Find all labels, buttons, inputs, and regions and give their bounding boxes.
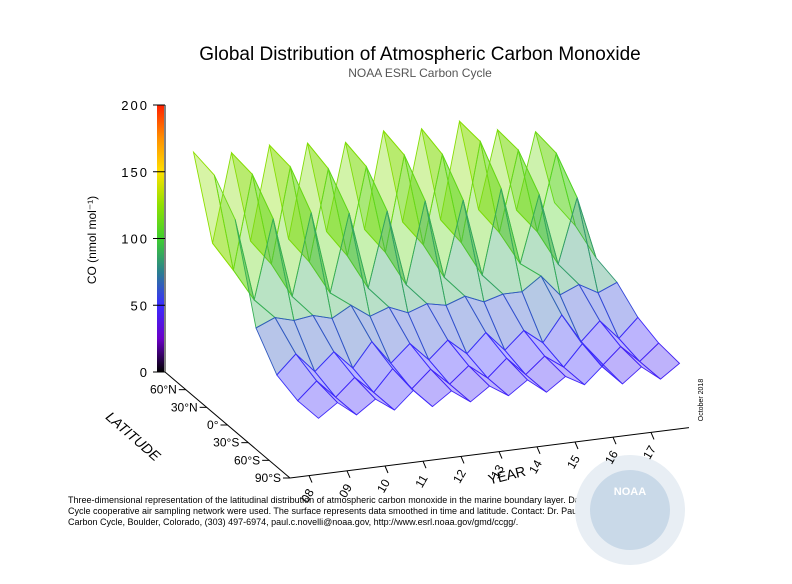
x-tick-label: 14: [526, 457, 545, 476]
surface-cell: [297, 380, 339, 419]
x-tick: [574, 441, 579, 450]
y-tick-label: 30°N: [171, 400, 198, 414]
x-tick-label: 09: [336, 481, 355, 500]
y-axis-label: LATITUDE: [103, 408, 164, 464]
x-tick-label: 12: [450, 467, 469, 486]
x-tick: [308, 475, 313, 483]
x-tick: [460, 456, 465, 464]
y-tick-label: 30°S: [213, 436, 239, 450]
z-tick-label: 200: [121, 98, 149, 113]
x-tick: [612, 437, 617, 445]
x-axis: [289, 427, 690, 479]
x-tick: [536, 446, 541, 454]
z-tick-label: 100: [121, 232, 149, 247]
z-tick-label: 0: [140, 365, 149, 380]
x-tick: [346, 470, 351, 478]
logo-disc: [590, 470, 670, 550]
logo: NOAA: [575, 455, 685, 565]
x-tick: [498, 451, 503, 459]
x-tick-label: 13: [488, 462, 507, 481]
z-axis-label: CO (nmol mol⁻¹): [85, 196, 99, 284]
x-tick: [650, 432, 655, 440]
caption-line: Cycle cooperative air sampling network w…: [68, 506, 665, 516]
caption-line: Three-dimensional representation of the …: [68, 495, 655, 505]
x-tick-label: 10: [374, 476, 393, 495]
x-tick-label: 16: [602, 448, 621, 467]
x-tick: [422, 461, 427, 469]
y-tick-label: 60°S: [234, 453, 260, 467]
caption-line: Carbon Cycle, Boulder, Colorado, (303) 4…: [68, 517, 518, 527]
logo-text: NOAA: [614, 486, 646, 498]
plot: 0 50 100 150 200 60°N 30°N 0° 30°S 60°S 90°S 08 09 10…: [121, 98, 690, 505]
date-note: October 2018: [698, 379, 705, 422]
y-tick-label: 90°S: [255, 471, 281, 485]
x-tick-label: 17: [640, 443, 659, 462]
x-tick-label: 15: [564, 452, 583, 471]
x-tick-label: 11: [412, 472, 431, 490]
z-tick-label: 150: [121, 165, 149, 180]
chart-subtitle: NOAA ESRL Carbon Cycle: [348, 66, 492, 80]
x-tick-label: 08: [298, 486, 317, 505]
x-tick: [384, 465, 389, 474]
chart-title: Global Distribution of Atmospheric Carbo…: [199, 44, 640, 65]
z-tick-label: 50: [131, 298, 149, 313]
y-tick-label: 0°: [207, 418, 219, 432]
y-tick-label: 60°N: [150, 383, 177, 397]
